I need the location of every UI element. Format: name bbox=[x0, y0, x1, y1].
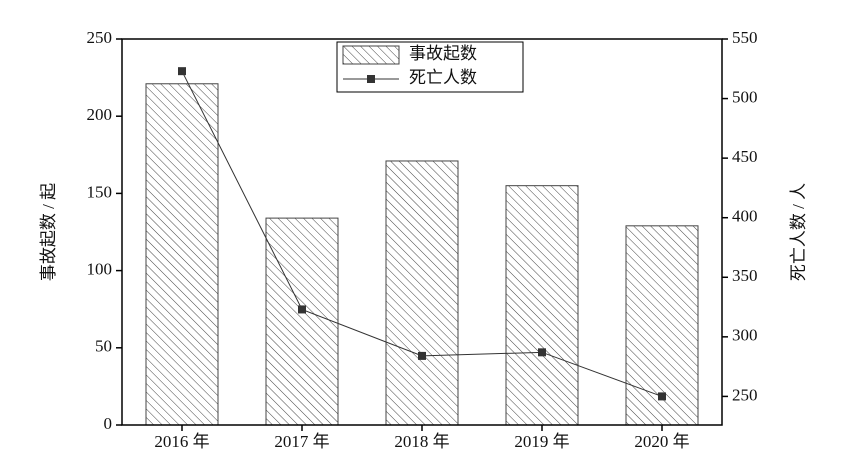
point bbox=[538, 348, 546, 357]
bar bbox=[385, 160, 459, 426]
legend-label: 事故起数 bbox=[409, 44, 477, 63]
x-tick-label: 2017 年 bbox=[274, 432, 329, 451]
y2-axis-title: 死亡人数 / 人 bbox=[789, 183, 808, 281]
y2-tick-label: 550 bbox=[732, 28, 758, 47]
y-tick-label: 150 bbox=[87, 182, 113, 201]
y2-tick-label: 250 bbox=[732, 385, 758, 404]
bar bbox=[505, 185, 579, 426]
point bbox=[178, 67, 186, 76]
y-tick-label: 100 bbox=[87, 260, 113, 279]
y2-tick-label: 500 bbox=[732, 87, 758, 106]
point bbox=[418, 351, 426, 360]
y-tick-label: 0 bbox=[104, 414, 113, 433]
bar bbox=[625, 225, 699, 426]
legend-marker bbox=[367, 75, 375, 83]
y-axis-title: 事故起数 / 起 bbox=[39, 183, 58, 281]
y-tick-label: 50 bbox=[95, 337, 112, 356]
x-tick-label: 2018 年 bbox=[394, 432, 449, 451]
y-tick-label: 200 bbox=[87, 105, 113, 124]
point bbox=[658, 392, 666, 401]
x-tick-label: 2020 年 bbox=[634, 432, 689, 451]
bar bbox=[265, 217, 339, 426]
legend-label: 死亡人数 bbox=[409, 68, 477, 87]
y2-tick-label: 450 bbox=[732, 147, 758, 166]
x-tick-label: 2016 年 bbox=[154, 432, 209, 451]
point bbox=[298, 305, 306, 314]
y2-tick-label: 300 bbox=[732, 326, 758, 345]
y-tick-label: 250 bbox=[87, 28, 113, 47]
bar bbox=[145, 83, 219, 426]
y2-tick-label: 400 bbox=[732, 207, 758, 226]
legend-swatch bbox=[342, 45, 400, 65]
y2-tick-label: 350 bbox=[732, 266, 758, 285]
x-tick-label: 2019 年 bbox=[514, 432, 569, 451]
